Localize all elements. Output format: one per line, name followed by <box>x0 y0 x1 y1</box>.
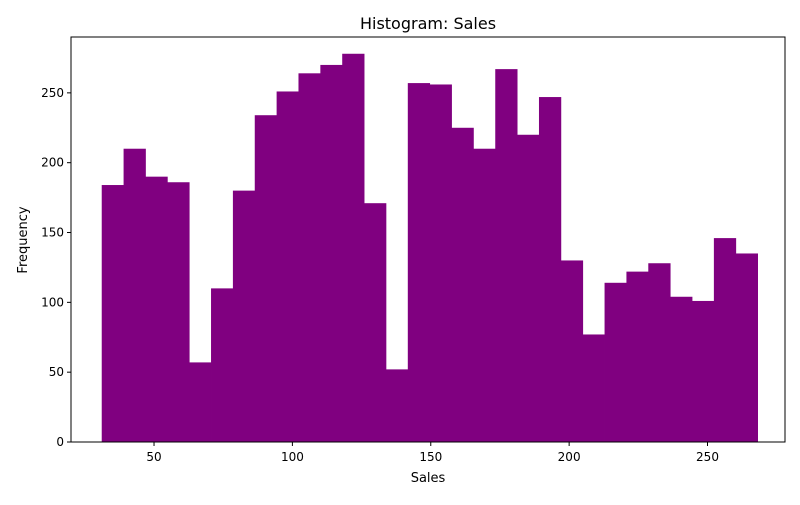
x-tick-label: 50 <box>146 450 161 464</box>
histogram-bar <box>648 263 671 442</box>
histogram-bar <box>451 127 474 442</box>
histogram-bar <box>626 271 649 442</box>
histogram-bar <box>298 73 321 442</box>
y-tick-label: 100 <box>41 295 64 309</box>
histogram-bar <box>713 238 737 442</box>
x-tick-label: 100 <box>281 450 304 464</box>
histogram-bar <box>254 115 278 443</box>
histogram-bar <box>407 83 431 442</box>
histogram-bar <box>189 362 212 442</box>
y-tick-label: 200 <box>41 156 64 170</box>
plot-frame <box>70 36 786 443</box>
x-tick-label: 150 <box>419 450 442 464</box>
histogram-bar <box>232 190 256 442</box>
histogram-bar <box>604 282 627 442</box>
y-tick-label: 150 <box>41 226 64 240</box>
histogram-bar <box>560 260 584 442</box>
histogram-bar <box>320 64 343 443</box>
histogram-bar <box>276 91 299 442</box>
y-axis: 0 50 100 150 200 250 <box>41 86 71 449</box>
x-tick-label: 200 <box>558 450 581 464</box>
histogram-bar <box>101 185 124 442</box>
y-axis-label: Frequency <box>16 206 31 273</box>
x-tick-label: 250 <box>696 450 719 464</box>
histogram-bar <box>385 369 409 442</box>
histogram-bar <box>517 134 540 442</box>
histogram-bar <box>692 300 715 442</box>
histogram-bar <box>145 176 168 442</box>
histogram-bar <box>211 288 234 442</box>
histogram-bar <box>670 296 693 442</box>
histogram-bar <box>364 203 387 442</box>
histogram-bar <box>123 148 146 442</box>
histogram-bar <box>167 182 190 443</box>
x-axis-label: Sales <box>411 471 446 486</box>
histogram-bar <box>582 334 605 442</box>
y-tick-label: 0 <box>56 435 64 449</box>
bar-group <box>101 53 758 443</box>
y-tick-label: 250 <box>41 86 64 100</box>
chart-title: Histogram: Sales <box>360 14 496 33</box>
histogram-bar <box>473 148 496 442</box>
y-tick-label: 50 <box>49 365 64 379</box>
histogram-bar <box>495 69 518 443</box>
x-axis: 50 100 150 200 250 <box>146 442 719 464</box>
histogram-bar <box>342 53 365 442</box>
histogram-bar <box>538 97 562 443</box>
histogram-bar <box>735 253 758 442</box>
histogram-bar <box>429 84 452 442</box>
